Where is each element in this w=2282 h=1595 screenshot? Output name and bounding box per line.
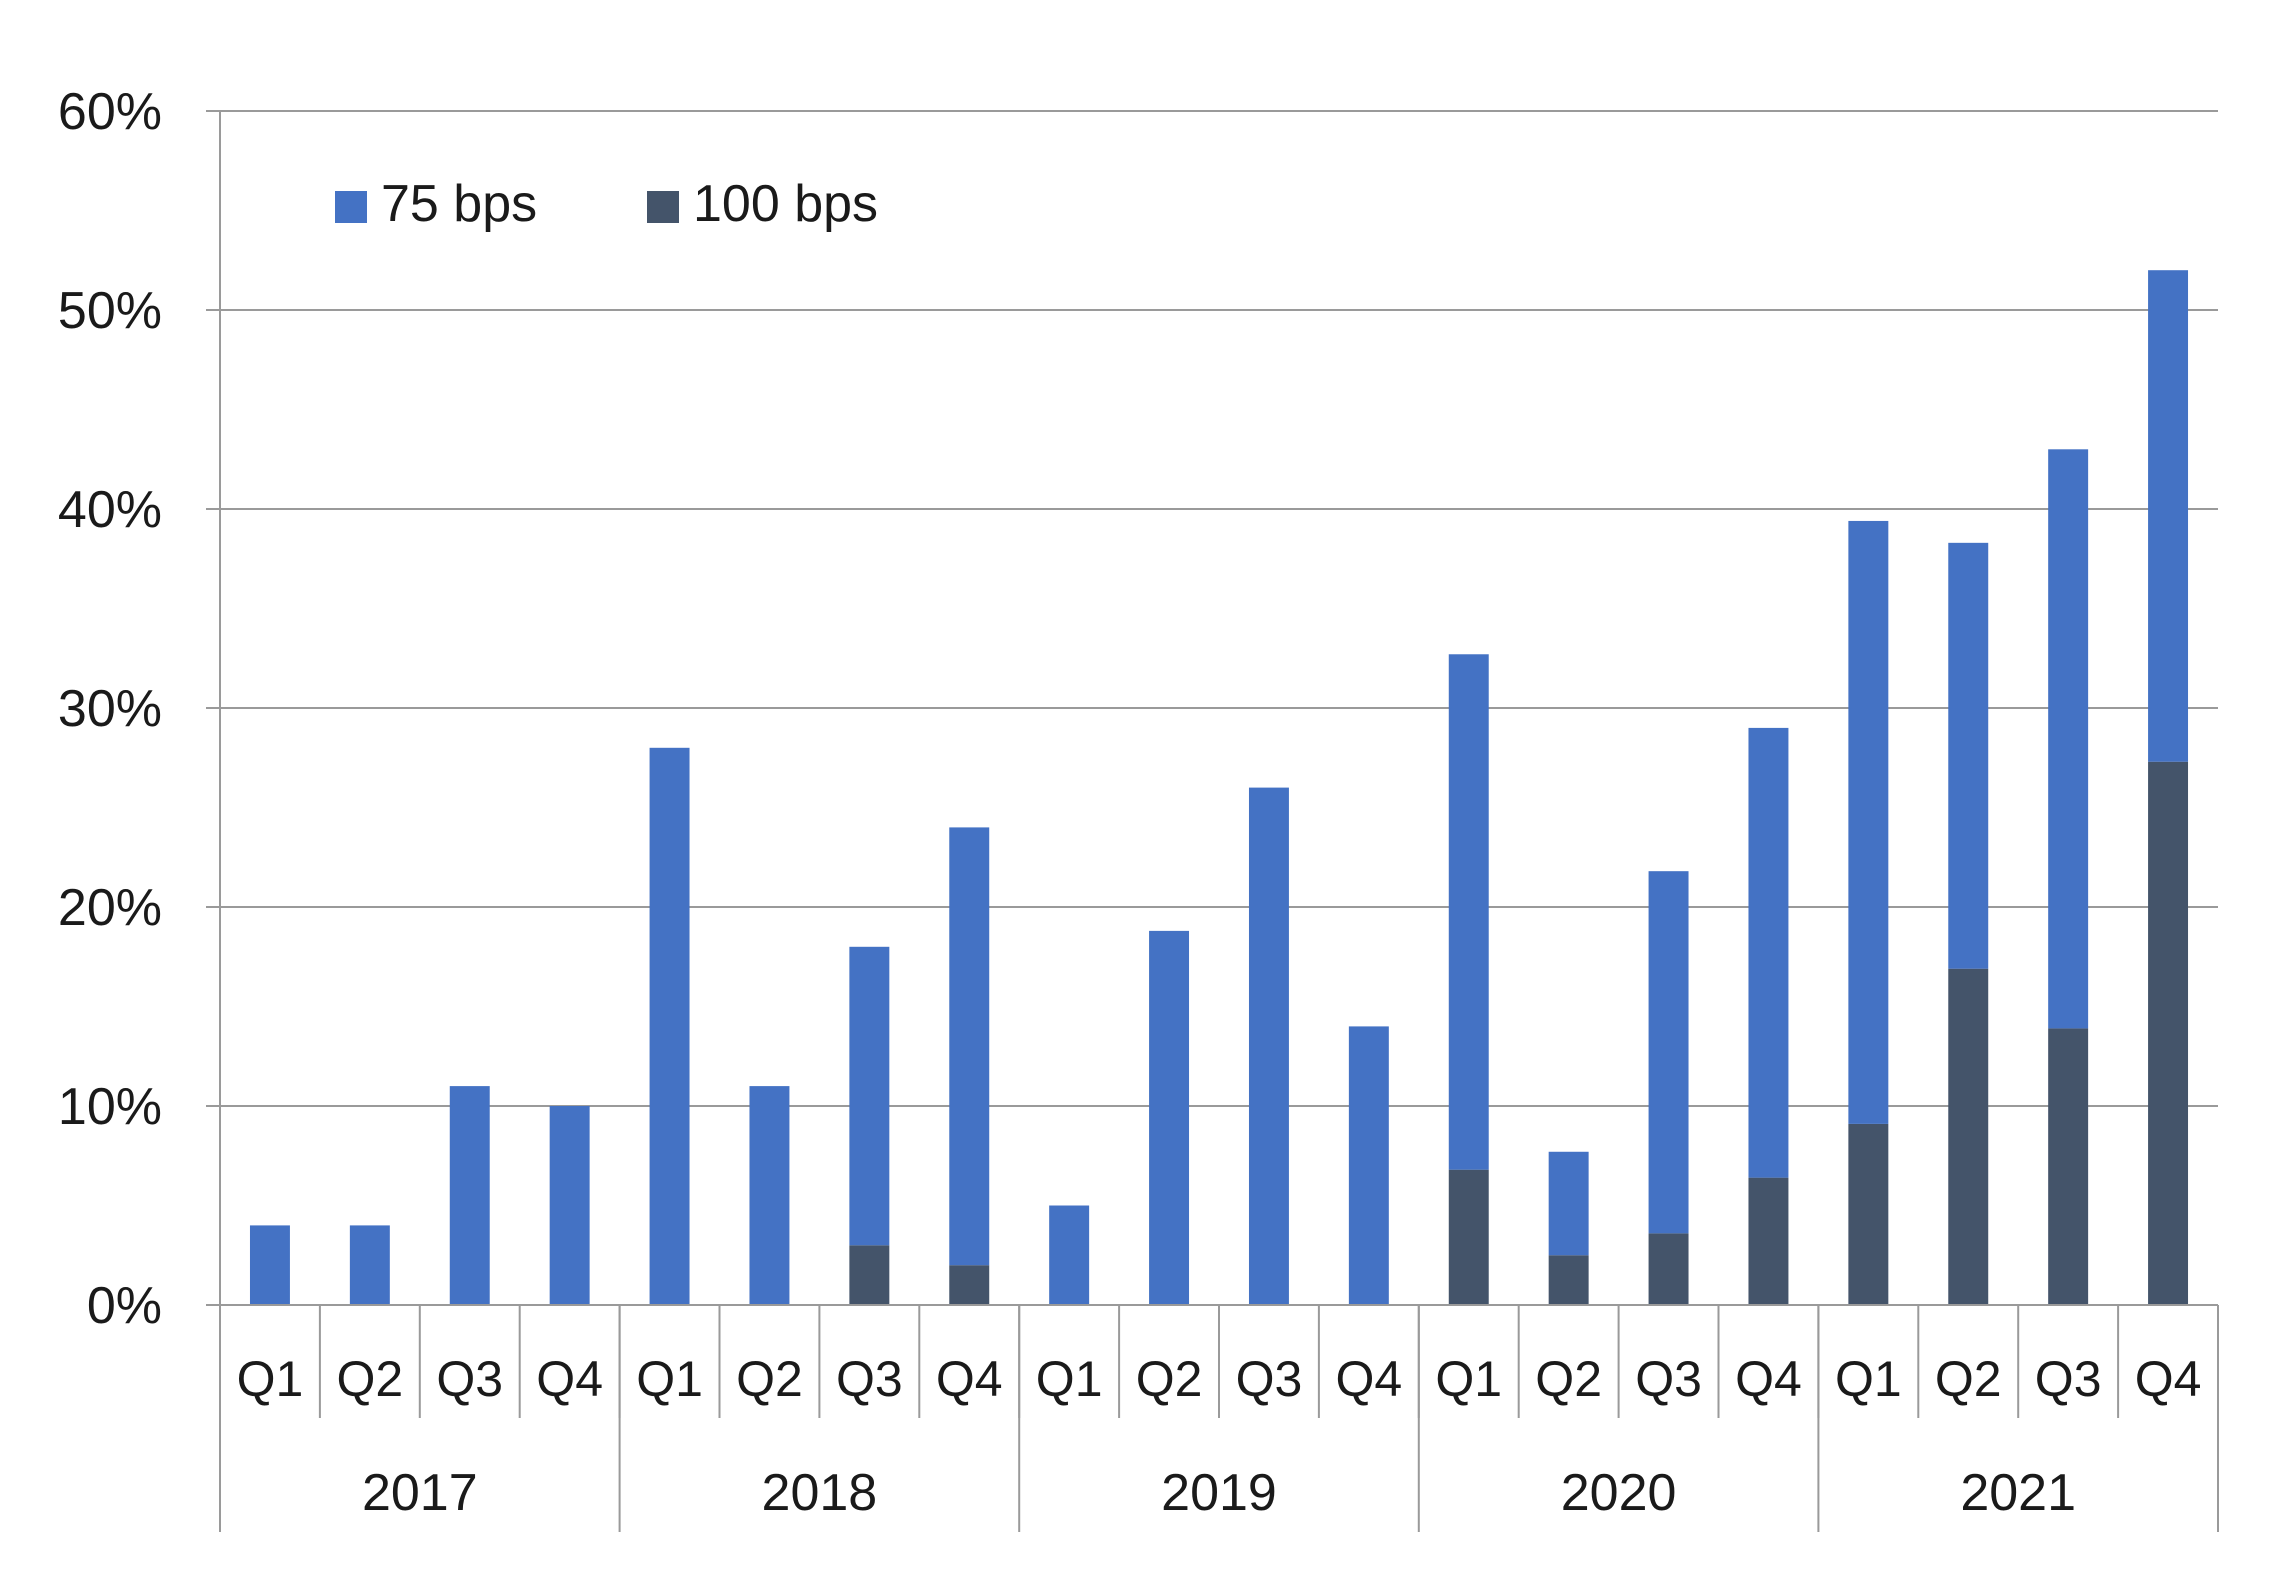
bar-75-bps	[1448, 654, 1489, 1170]
y-tick-label: 40%	[58, 481, 162, 539]
bar-75-bps	[249, 1225, 290, 1305]
quarter-label: Q3	[436, 1351, 503, 1407]
quarter-label: Q3	[2035, 1351, 2102, 1407]
quarter-label: Q3	[1236, 1351, 1303, 1407]
legend-label: 75 bps	[381, 175, 537, 233]
bar-100-bps	[1748, 1177, 1789, 1305]
bar-75-bps	[449, 1086, 490, 1305]
quarter-label: Q2	[1136, 1351, 1203, 1407]
year-label: 2018	[762, 1464, 878, 1522]
bar-75-bps	[1748, 727, 1789, 1178]
bar-75-bps	[649, 747, 690, 1305]
legend-swatch-100-bps	[647, 191, 679, 223]
bar-100-bps	[2148, 761, 2189, 1305]
bar-100-bps	[949, 1265, 990, 1305]
bar-100-bps	[1548, 1255, 1589, 1305]
bar-75-bps	[1248, 787, 1289, 1305]
quarter-label: Q2	[336, 1351, 403, 1407]
bar-75-bps	[1648, 871, 1689, 1234]
bar-100-bps	[1848, 1123, 1889, 1305]
quarter-label: Q4	[1735, 1351, 1802, 1407]
bar-100-bps	[1648, 1233, 1689, 1305]
bar-75-bps	[949, 827, 990, 1266]
legend-label: 100 bps	[693, 175, 878, 233]
quarter-label: Q4	[1335, 1351, 1402, 1407]
y-tick-label: 20%	[58, 879, 162, 937]
year-label: 2017	[362, 1464, 478, 1522]
y-tick-label: 30%	[58, 680, 162, 738]
bar-75-bps	[349, 1225, 390, 1305]
bar-100-bps	[1448, 1169, 1489, 1305]
bar-75-bps	[2148, 270, 2189, 762]
bar-75-bps	[2048, 449, 2089, 1029]
bar-100-bps	[2048, 1028, 2089, 1305]
quarter-label: Q2	[1535, 1351, 1602, 1407]
bar-75-bps	[1848, 520, 1889, 1124]
quarter-label: Q3	[1635, 1351, 1702, 1407]
year-label: 2020	[1561, 1464, 1677, 1522]
year-label: 2019	[1161, 1464, 1277, 1522]
y-tick-label: 10%	[58, 1078, 162, 1136]
y-tick-label: 60%	[58, 83, 162, 141]
bar-75-bps	[1149, 930, 1190, 1305]
quarter-label: Q1	[1835, 1351, 1902, 1407]
bar-100-bps	[849, 1245, 890, 1305]
bar-75-bps	[549, 1106, 590, 1305]
bar-100-bps	[1948, 968, 1989, 1305]
quarter-label: Q2	[1935, 1351, 2002, 1407]
y-tick-label: 50%	[58, 282, 162, 340]
legend-swatch-75-bps	[335, 191, 367, 223]
bar-75-bps	[1548, 1151, 1589, 1256]
quarter-label: Q3	[836, 1351, 903, 1407]
bar-75-bps	[1049, 1205, 1090, 1305]
bar-75-bps	[749, 1086, 790, 1305]
bar-75-bps	[1948, 542, 1989, 969]
quarter-label: Q4	[2135, 1351, 2202, 1407]
quarter-label: Q4	[536, 1351, 603, 1407]
y-tick-label: 0%	[87, 1277, 162, 1335]
year-label: 2021	[1960, 1464, 2076, 1522]
quarter-label: Q4	[936, 1351, 1003, 1407]
quarter-label: Q1	[237, 1351, 304, 1407]
bar-75-bps	[1348, 1026, 1389, 1305]
quarter-label: Q1	[1036, 1351, 1103, 1407]
quarter-label: Q1	[636, 1351, 703, 1407]
quarter-label: Q1	[1435, 1351, 1502, 1407]
bar-75-bps	[849, 946, 890, 1246]
quarter-label: Q2	[736, 1351, 803, 1407]
